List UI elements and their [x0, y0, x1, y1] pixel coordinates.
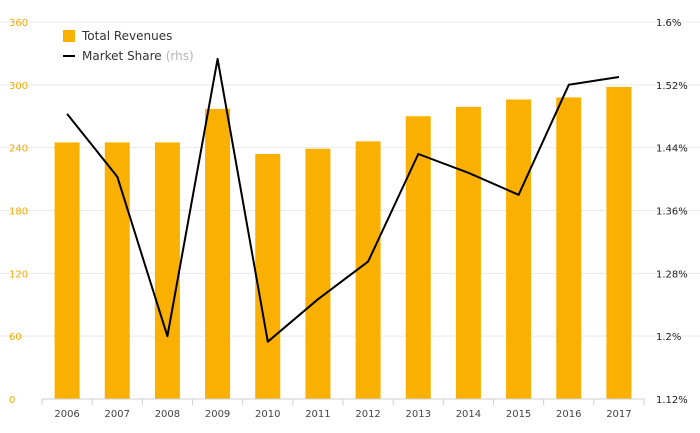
legend-label-market-share-name: Market Share — [82, 49, 162, 63]
right-tick-label: 1.36% — [656, 207, 688, 218]
bar-2010 — [255, 153, 281, 399]
bar-2011 — [305, 148, 331, 399]
market-share-polyline — [66, 57, 620, 343]
left-tick-label: 360 — [9, 18, 28, 29]
left-tick-label: 0 — [9, 395, 15, 406]
market-share-line — [66, 57, 620, 343]
x-tick-label: 2007 — [105, 409, 130, 420]
x-tick-label: 2006 — [54, 409, 79, 420]
legend-label-revenues: Total Revenues — [81, 29, 172, 43]
left-tick-label: 300 — [9, 81, 28, 92]
x-tick-label: 2013 — [406, 409, 431, 420]
bar-2015 — [506, 99, 532, 399]
x-tick-label: 2010 — [255, 409, 280, 420]
bar-2013 — [405, 116, 431, 399]
left-tick-label: 120 — [9, 269, 28, 280]
bar-2009 — [205, 108, 231, 400]
x-tick-label: 2009 — [205, 409, 230, 420]
right-tick-label: 1.28% — [656, 269, 688, 280]
x-tick-label: 2017 — [606, 409, 631, 420]
right-tick-label: 1.6% — [656, 18, 681, 29]
right-tick-label: 1.52% — [656, 81, 688, 92]
bar-2007 — [104, 142, 130, 400]
right-tick-label: 1.2% — [656, 332, 681, 343]
bar-2017 — [606, 86, 632, 399]
right-tick-label: 1.44% — [656, 144, 688, 155]
left-tick-label: 180 — [9, 207, 28, 218]
right-tick-label: 1.12% — [656, 395, 688, 406]
right-axis-ticks: 1.12% 1.2% 1.28% 1.36% 1.44% 1.52% 1.6% — [656, 18, 688, 406]
left-axis-ticks: 0 60 120 180 240 300 360 — [9, 18, 28, 406]
legend-label-rhs-note: (rhs) — [166, 49, 194, 63]
x-tick-label: 2011 — [305, 409, 330, 420]
x-tick-label: 2014 — [456, 409, 481, 420]
bar-2014 — [455, 106, 481, 399]
bar-2006 — [54, 142, 80, 400]
legend-swatch-revenues — [63, 30, 75, 42]
bar-2012 — [355, 141, 381, 399]
x-tick-label: 2016 — [556, 409, 581, 420]
legend-label-market-share: Market Share (rhs) — [82, 49, 194, 63]
revenue-bars — [54, 86, 632, 400]
bar-2008 — [154, 142, 180, 400]
left-tick-label: 60 — [9, 332, 22, 343]
legend: Total Revenues Market Share (rhs) — [63, 29, 194, 63]
x-tick-label: 2015 — [506, 409, 531, 420]
x-tick-label: 2008 — [155, 409, 180, 420]
x-axis-ticks: 2006 2007 2008 2009 2010 2011 2012 2013 2014 2015… — [41, 399, 645, 420]
left-tick-label: 240 — [9, 144, 28, 155]
bar-2016 — [556, 97, 582, 400]
x-tick-label: 2012 — [355, 409, 380, 420]
